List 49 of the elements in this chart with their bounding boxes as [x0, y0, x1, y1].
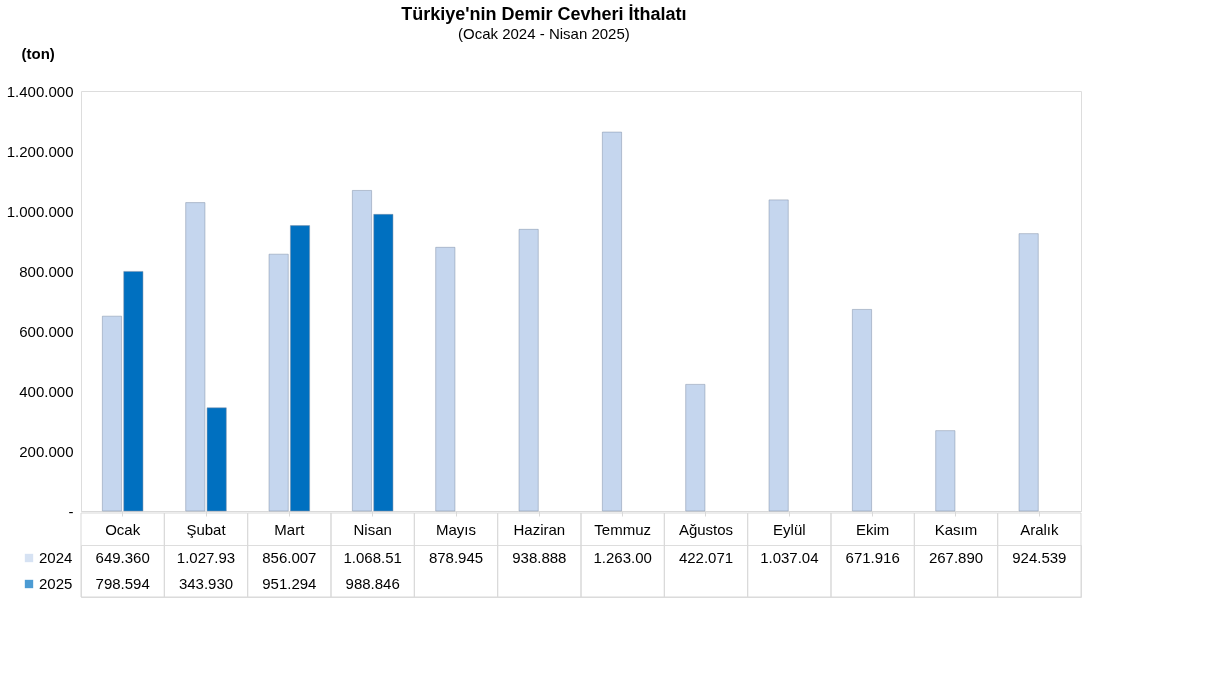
data-label: 1.037.04: [760, 549, 819, 566]
data-label: 988.846: [345, 575, 400, 592]
y-tick-label: 600.000: [19, 322, 74, 340]
data-label: 856.007: [262, 549, 317, 566]
data-label: 924.539: [1012, 549, 1067, 566]
x-tick-label: Aralık: [1020, 520, 1059, 538]
data-label: 671.916: [845, 549, 900, 566]
bar: [935, 430, 956, 512]
bar: [852, 309, 872, 512]
y-tick-label: 200.000: [19, 442, 74, 460]
data-label: 422.071: [678, 549, 734, 566]
data-label: 343.930: [178, 575, 234, 592]
x-tick-label: Nisan: [353, 520, 392, 538]
data-label: 649.360: [95, 549, 150, 566]
bar: [602, 131, 622, 512]
data-label: 878.945: [428, 549, 484, 566]
x-tick-label: Mayıs: [435, 520, 477, 538]
bar: [1018, 233, 1039, 512]
data-label: 1.027.93: [176, 549, 236, 566]
chart-subtitle: (Ocak 2024 - Nisan 2025): [458, 24, 630, 42]
data-label: 1.068.51: [343, 549, 402, 566]
y-tick-label: -: [68, 502, 74, 520]
y-tick-label: 1.400.000: [6, 82, 74, 100]
y-axis-title: (ton): [21, 44, 55, 62]
chart-title: Türkiye'nin Demir Cevheri İthalatı: [401, 3, 687, 24]
x-tick-label: Şubat: [186, 520, 227, 538]
bar: [435, 247, 456, 512]
x-tick-label: Ocak: [105, 520, 141, 538]
data-label: 938.888: [512, 549, 567, 566]
x-tick-label: Temmuz: [594, 520, 652, 538]
y-tick-label: 1.000.000: [6, 202, 74, 220]
x-tick-label: Haziran: [513, 520, 566, 538]
x-tick-label: Mart: [274, 520, 306, 538]
y-tick-label: 400.000: [19, 382, 74, 400]
bar: [518, 229, 539, 512]
legend-label: 2024: [39, 549, 73, 566]
bar: [768, 199, 789, 512]
legend-label: 2025: [39, 575, 73, 592]
x-tick-label: Eylül: [773, 520, 806, 538]
x-tick-label: Ekim: [855, 520, 890, 538]
y-tick-label: 800.000: [19, 262, 74, 280]
x-tick-label: Kasım: [934, 520, 978, 538]
data-label: 1.263.00: [593, 549, 652, 566]
bar: [685, 384, 706, 512]
data-label: 951.294: [262, 575, 317, 592]
data-label: 267.890: [928, 549, 984, 566]
x-tick-label: Ağustos: [678, 520, 734, 538]
y-tick-label: 1.200.000: [6, 142, 74, 160]
data-label: 798.594: [95, 575, 150, 592]
